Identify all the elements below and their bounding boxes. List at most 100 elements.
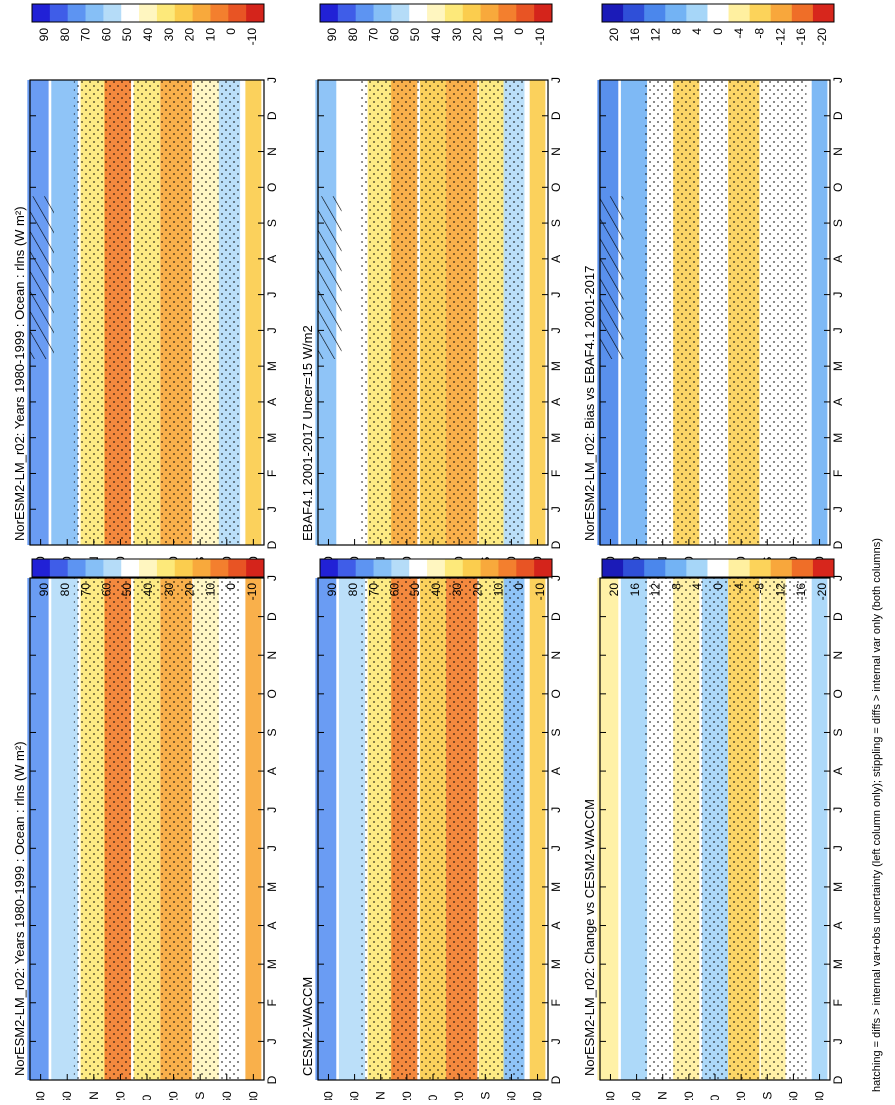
- colorbar-swatch: [409, 4, 428, 22]
- colorbar-tick-label: -8: [753, 583, 767, 594]
- colorbar-swatch: [516, 559, 535, 577]
- lat-tick-label: 20: [734, 1091, 748, 1100]
- colorbar-swatch: [156, 4, 176, 22]
- band-0: [27, 578, 49, 1080]
- colorbar-swatch: [749, 559, 772, 577]
- month-tick-label: J: [265, 327, 279, 333]
- colorbar-tick-label: 30: [162, 28, 176, 42]
- panel-title: NorESM2-LM_r02: Change vs CESM2-WACCM: [582, 799, 597, 1076]
- colorbar-tick-label: 4: [690, 583, 704, 590]
- lat-tick-label: 20: [452, 1091, 466, 1100]
- month-tick-label: A: [265, 255, 279, 263]
- colorbar: 90 80 70 60 50 40 30 20 10 0 -10: [319, 3, 553, 45]
- colorbar-swatch: [85, 4, 104, 22]
- colorbar-swatch: [67, 559, 87, 577]
- month-tick-label: S: [265, 219, 279, 227]
- colorbar-tick-label: -10: [245, 583, 259, 601]
- lat-tick-label: 0: [708, 1094, 722, 1100]
- month-tick-label: A: [549, 767, 563, 775]
- band-1: [620, 578, 648, 1080]
- colorbar-tick-label: -16: [794, 28, 808, 46]
- colorbar-tick-label: -4: [732, 28, 746, 39]
- month-tick-label: M: [265, 959, 279, 969]
- month-tick-label: J: [265, 77, 279, 83]
- colorbar-tick-label: 0: [512, 28, 526, 35]
- panel-title: EBAF4.1 2001-2017 Uncer=15 W/m2: [300, 325, 315, 541]
- lat-tick-label: °N: [87, 1091, 101, 1100]
- month-tick-label: A: [265, 767, 279, 775]
- colorbar-tick-label: 20: [471, 28, 485, 42]
- month-tick-label: A: [549, 398, 563, 406]
- panel-title: NorESM2-LM_r02: Bias vs EBAF4.1 2001-201…: [582, 266, 597, 541]
- colorbar-swatch: [355, 4, 375, 22]
- month-tick-label: S: [831, 728, 845, 736]
- month-tick-label: F: [549, 470, 563, 477]
- month-tick-label: J: [265, 845, 279, 851]
- month-tick-label: F: [831, 470, 845, 477]
- colorbar-swatch: [156, 559, 176, 577]
- band-1: [338, 578, 366, 1080]
- colorbar-swatch: [355, 559, 375, 577]
- panel-nor-left: DJFMAMJJASONDJ8060°N20020°S6080NorESM2-L…: [12, 3, 279, 570]
- colorbar-tick-label: 40: [141, 28, 155, 42]
- lat-tick-label: 60: [504, 1091, 518, 1100]
- band-8: [529, 80, 546, 545]
- colorbar-tick-label: 0: [711, 28, 725, 35]
- lat-tick-label: °S: [193, 1092, 207, 1100]
- colorbar-swatch: [707, 559, 730, 577]
- colorbar-swatch: [812, 559, 835, 577]
- colorbar-swatch: [534, 4, 553, 22]
- colorbar-tick-label: 20: [183, 28, 197, 42]
- lat-tick-label: °S: [478, 1092, 492, 1100]
- colorbar-tick-label: 12: [649, 28, 663, 42]
- band-8: [529, 578, 546, 1080]
- month-tick-label: J: [549, 506, 563, 512]
- lat-tick-label: 60: [348, 1091, 362, 1100]
- colorbar-tick-label: 16: [628, 28, 642, 42]
- colorbar-swatch: [246, 559, 265, 577]
- colorbar-swatch: [534, 559, 553, 577]
- colorbar-tick-label: 50: [408, 28, 422, 42]
- footnote: hatching = diffs > internal var+obs unce…: [871, 538, 883, 1092]
- band-0: [315, 578, 337, 1080]
- band-8: [811, 80, 828, 545]
- colorbar-swatch: [444, 559, 464, 577]
- colorbar-tick-label: -20: [815, 583, 829, 601]
- colorbar-swatch: [32, 4, 51, 22]
- month-tick-label: N: [549, 147, 563, 156]
- colorbar-swatch: [139, 559, 158, 577]
- colorbar-tick-label: 0: [224, 28, 238, 35]
- colorbar-swatch: [623, 4, 645, 22]
- month-tick-label: D: [549, 1075, 563, 1084]
- colorbar-swatch: [32, 559, 51, 577]
- colorbar-tick-label: 70: [79, 583, 93, 597]
- month-tick-label: O: [831, 689, 845, 698]
- colorbar-swatch: [812, 4, 835, 22]
- colorbar-swatch: [728, 559, 751, 577]
- month-tick-label: D: [265, 540, 279, 549]
- lat-tick-label: °N: [656, 1091, 670, 1100]
- colorbar-swatch: [320, 559, 339, 577]
- colorbar-tick-label: 16: [628, 583, 642, 597]
- month-tick-label: J: [831, 77, 845, 83]
- month-tick-label: J: [549, 77, 563, 83]
- colorbar-tick-label: -12: [773, 28, 787, 46]
- month-tick-label: J: [549, 292, 563, 298]
- month-tick-label: S: [831, 219, 845, 227]
- month-tick-label: A: [549, 922, 563, 930]
- month-tick-label: N: [831, 651, 845, 660]
- month-tick-label: D: [831, 612, 845, 621]
- colorbar-tick-label: 40: [429, 28, 443, 42]
- panel-title: NorESM2-LM_r02: Years 1980-1999 : Ocean …: [12, 741, 27, 1076]
- month-tick-label: J: [549, 327, 563, 333]
- band-0: [597, 578, 619, 1080]
- colorbar-swatch: [192, 559, 211, 577]
- colorbar-swatch: [103, 4, 122, 22]
- month-tick-label: M: [549, 882, 563, 892]
- month-tick-label: F: [549, 999, 563, 1006]
- colorbar: 20 16 12 8 4 0 -4 -8 -12 -16 -20: [601, 3, 835, 46]
- colorbar-tick-label: 90: [37, 583, 51, 597]
- colorbar-tick-label: 40: [429, 583, 443, 597]
